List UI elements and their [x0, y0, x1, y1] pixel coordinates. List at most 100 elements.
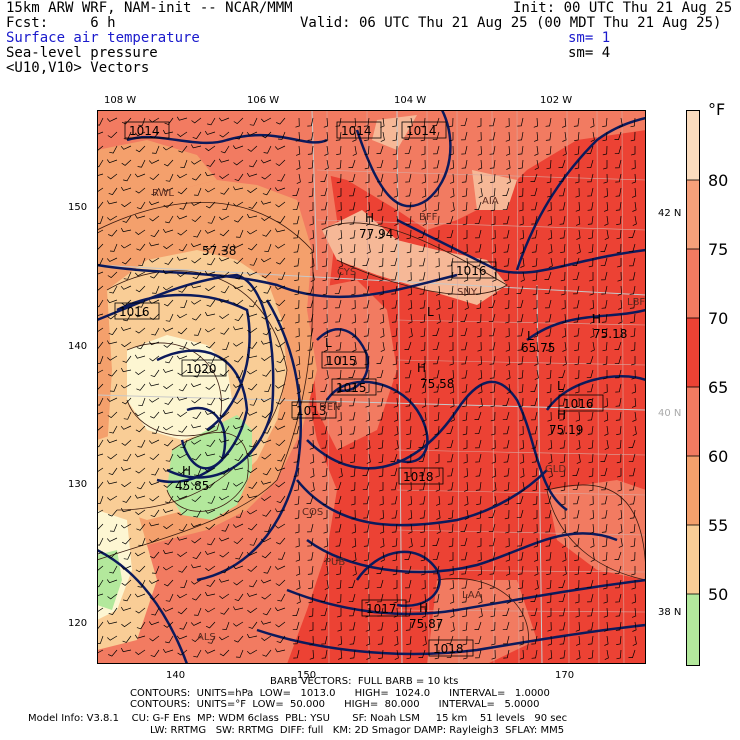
wind-barb: [491, 467, 497, 478]
wind-barb: [248, 341, 258, 349]
wind-barb: [600, 467, 608, 477]
wind-barb: [617, 495, 622, 506]
wind-barb: [135, 187, 146, 194]
wind-barb: [177, 649, 188, 656]
wind-barb: [120, 507, 132, 513]
wind-barb: [574, 551, 580, 561]
wind-barb: [135, 229, 146, 235]
wind-barb: [235, 411, 244, 420]
wind-barb: [433, 397, 440, 407]
temperature-contour-info: CONTOURS: UNITS=°F LOW= 50.000 HIGH= 80.…: [130, 699, 540, 710]
wind-barb: [295, 117, 300, 128]
wind-barb: [123, 173, 132, 182]
wind-barb: [406, 229, 412, 240]
wind-barb: [350, 243, 356, 253]
wind-barb: [335, 131, 342, 141]
wind-barb: [518, 593, 524, 604]
wind-barb: [97, 439, 104, 448]
wind-barb: [192, 173, 202, 181]
wind-barb: [249, 117, 258, 126]
wind-barb: [575, 215, 581, 226]
wind-barb: [97, 229, 104, 234]
wind-barb: [363, 313, 370, 323]
wind-barb: [461, 579, 468, 589]
wind-barb: [348, 173, 356, 183]
wind-barb: [264, 243, 272, 252]
wind-barb: [588, 229, 594, 239]
wind-barb: [590, 551, 595, 562]
wind-barb: [394, 439, 399, 450]
wind-barb: [530, 593, 538, 602]
wind-barb: [516, 285, 524, 294]
wind-barb: [336, 159, 342, 170]
wind-barb: [502, 621, 510, 631]
wind-barb: [363, 327, 370, 337]
wind-barb: [364, 341, 370, 351]
wind-barb: [601, 481, 608, 491]
wind-barb: [393, 593, 398, 604]
wind-barb: [462, 201, 468, 212]
wind-barb: [503, 453, 510, 463]
wind-barb: [506, 173, 511, 184]
weather-map[interactable]: 1014 1014 1014 1016 1016 1020: [97, 110, 646, 664]
wind-barb: [108, 369, 118, 377]
wind-barb: [135, 509, 146, 515]
wind-barb: [123, 411, 132, 420]
colorbar-label: 80: [708, 171, 729, 190]
wind-barb: [162, 187, 174, 192]
wind-barb: [422, 635, 427, 646]
wind-barb: [575, 174, 580, 184]
wind-barb: [351, 327, 357, 338]
wind-barb: [309, 425, 314, 436]
wind-barb: [629, 285, 636, 295]
wind-barb: [207, 635, 216, 644]
temp-value-label: 77.94: [359, 227, 393, 241]
wind-barb: [219, 313, 230, 319]
wind-barb: [629, 271, 636, 281]
wind-barb: [519, 635, 524, 646]
wind-barb: [433, 159, 440, 169]
wind-barb: [406, 243, 412, 254]
wind-barb: [193, 327, 202, 336]
wind-barb: [294, 271, 300, 281]
wind-barb: [488, 313, 496, 323]
wind-barb: [334, 481, 342, 490]
wind-barb: [530, 173, 538, 182]
wind-barb: [406, 453, 412, 464]
wind-barb: [531, 439, 538, 449]
wind-barb: [616, 215, 622, 225]
wind-barb: [309, 635, 314, 646]
wind-barb: [165, 495, 174, 504]
wind-barb: [517, 327, 524, 337]
wind-barb: [576, 243, 581, 254]
wind-barb: [97, 411, 104, 415]
wind-barb: [190, 284, 202, 289]
wind-barb: [108, 467, 118, 476]
wind-barb: [337, 215, 342, 226]
wind-barb: [562, 551, 567, 562]
wind-barb: [190, 564, 202, 569]
wind-barb: [135, 565, 146, 573]
wind-barb: [136, 201, 146, 210]
wind-barb: [601, 495, 608, 505]
wind-barb: [336, 145, 342, 155]
wind-barb: [449, 383, 455, 394]
wind-barb: [97, 537, 104, 546]
wind-barb: [547, 608, 552, 618]
wind-barb: [232, 466, 244, 471]
wind-barb: [377, 383, 384, 393]
wind-barb: [121, 341, 132, 348]
wind-barb: [246, 551, 258, 556]
wind-barb: [178, 565, 188, 573]
wind-barb: [148, 481, 160, 486]
wind-barb: [603, 173, 608, 184]
wind-barb: [392, 327, 398, 337]
wind-barb: [349, 649, 356, 659]
wind-barb: [246, 353, 258, 359]
wind-barb: [418, 649, 426, 658]
wind-barb: [615, 383, 622, 393]
wind-barb: [630, 131, 636, 142]
wind-barb: [488, 299, 496, 308]
wind-barb: [447, 495, 454, 505]
wind-barb: [603, 187, 608, 198]
